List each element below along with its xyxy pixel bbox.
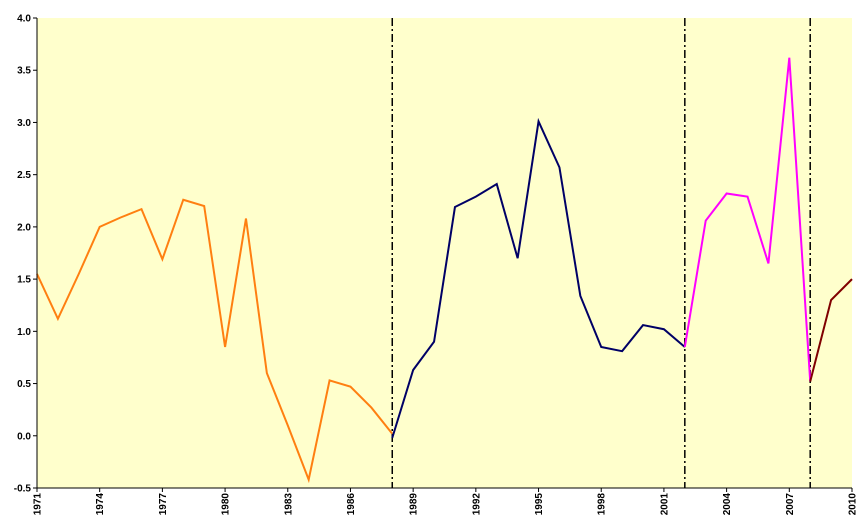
x-tick-label: 1992 [471,493,482,516]
y-tick-label: -0.5 [14,484,32,495]
x-tick-label: 1974 [95,493,106,516]
x-tick-label: 1998 [597,493,608,516]
x-tick-label: 1983 [283,493,294,516]
y-tick-label: 2.5 [17,170,31,181]
x-tick-label: 1989 [409,493,420,516]
x-tick-label: 2001 [659,493,670,516]
x-tick-label: 2007 [785,493,796,516]
x-tick-label: 2004 [722,493,733,516]
x-tick-label: 1986 [346,493,357,516]
x-tick-label: 2010 [848,493,857,516]
y-tick-label: 1.0 [17,327,31,338]
x-axis-ticks: 1971 1974 1977 1980 1983 1986 1989 1992 1995 1998… [33,488,857,515]
x-tick-label: 1980 [221,493,232,516]
x-tick-label: 1971 [33,493,44,516]
y-tick-label: 1.5 [17,275,31,286]
y-tick-label: 0.5 [17,379,31,390]
y-tick-label: 4.0 [17,14,31,25]
x-tick-label: 1995 [534,493,545,516]
y-axis-ticks: -0.5 0.0 0.5 1.0 1.5 2.0 2.5 3.0 3.5 4.0 [14,14,37,495]
y-tick-label: 0.0 [17,431,31,442]
y-tick-label: 2.0 [17,222,31,233]
y-tick-label: 3.5 [17,66,31,77]
x-tick-label: 1977 [158,493,169,516]
y-tick-label: 3.0 [17,118,31,129]
